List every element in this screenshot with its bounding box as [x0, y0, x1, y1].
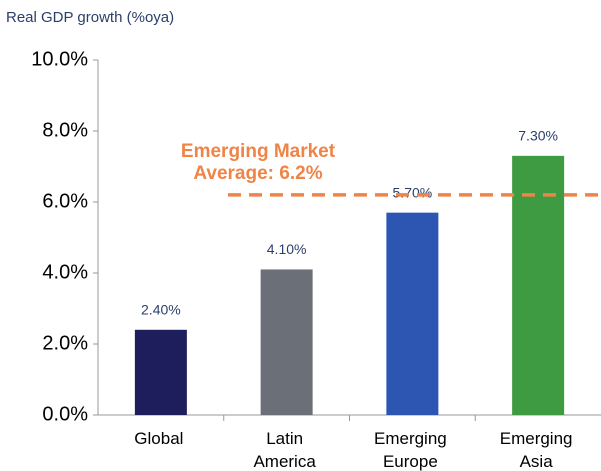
- bar: [260, 269, 313, 415]
- bar: [386, 212, 439, 415]
- value-label: 4.10%: [267, 241, 307, 257]
- bar: [134, 329, 187, 415]
- value-label: 7.30%: [518, 128, 558, 144]
- x-tick-label: Emerging Asia: [500, 429, 573, 471]
- y-tick-label: 6.0%: [42, 190, 88, 212]
- y-tick-label: 8.0%: [42, 119, 88, 141]
- chart-title: Real GDP growth (%oya): [6, 9, 174, 26]
- bar: [512, 155, 565, 415]
- reference-label: Emerging Market Average: 6.2%: [181, 141, 336, 184]
- x-tick-label: Latin America: [253, 429, 316, 471]
- value-label: 2.40%: [141, 302, 181, 318]
- value-label: 5.70%: [393, 184, 433, 200]
- y-tick-label: 2.0%: [42, 332, 88, 354]
- x-tick-label: Emerging Europe: [374, 429, 447, 471]
- x-tick-label: Global: [134, 429, 183, 448]
- y-tick-label: 0.0%: [42, 403, 88, 425]
- y-tick-label: 4.0%: [42, 261, 88, 283]
- y-tick-label: 10.0%: [31, 48, 88, 70]
